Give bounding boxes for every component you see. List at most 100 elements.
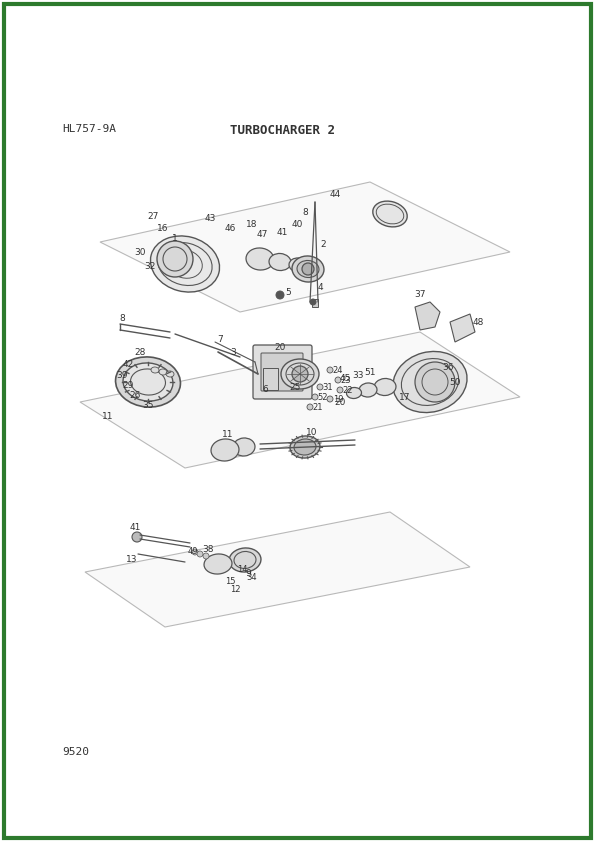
- Text: 50: 50: [449, 377, 461, 386]
- Polygon shape: [85, 512, 470, 627]
- Text: 39: 39: [116, 370, 128, 380]
- Text: 16: 16: [157, 223, 169, 232]
- Text: 36: 36: [442, 363, 454, 371]
- Circle shape: [307, 404, 313, 410]
- Text: 41: 41: [276, 227, 288, 237]
- Text: 1: 1: [172, 233, 178, 242]
- Ellipse shape: [290, 436, 320, 458]
- Circle shape: [302, 263, 314, 275]
- Circle shape: [327, 396, 333, 402]
- Circle shape: [335, 377, 341, 383]
- Text: 32: 32: [145, 262, 156, 270]
- Text: 31: 31: [322, 382, 333, 392]
- Text: 46: 46: [224, 223, 236, 232]
- Circle shape: [132, 532, 142, 542]
- Circle shape: [317, 384, 323, 390]
- Text: 43: 43: [204, 214, 216, 222]
- Text: 20: 20: [334, 397, 346, 407]
- Text: TURBOCHARGER 2: TURBOCHARGER 2: [230, 124, 335, 137]
- Text: 21: 21: [313, 402, 323, 412]
- Text: 42: 42: [123, 360, 134, 369]
- Text: 8: 8: [119, 313, 125, 322]
- Ellipse shape: [246, 248, 274, 270]
- Text: 4: 4: [317, 283, 323, 291]
- Text: 33: 33: [352, 370, 364, 380]
- Text: 26: 26: [129, 391, 140, 399]
- Circle shape: [327, 367, 333, 373]
- Text: 12: 12: [230, 585, 240, 594]
- FancyBboxPatch shape: [253, 345, 312, 399]
- Text: 52: 52: [318, 392, 328, 402]
- Ellipse shape: [393, 351, 467, 413]
- Text: 51: 51: [364, 367, 376, 376]
- Text: 2: 2: [320, 239, 326, 248]
- Text: HL757-9A: HL757-9A: [62, 124, 116, 134]
- Ellipse shape: [297, 260, 319, 278]
- Text: 35: 35: [142, 401, 154, 409]
- Text: 30: 30: [134, 248, 146, 257]
- Text: 28: 28: [134, 348, 146, 356]
- Circle shape: [310, 299, 316, 305]
- Ellipse shape: [151, 367, 159, 373]
- Text: 9: 9: [245, 569, 251, 578]
- Polygon shape: [415, 302, 440, 330]
- Circle shape: [157, 241, 193, 277]
- Ellipse shape: [289, 258, 307, 272]
- Ellipse shape: [269, 253, 291, 270]
- Text: 17: 17: [399, 392, 411, 402]
- Text: 11: 11: [102, 412, 114, 420]
- Ellipse shape: [123, 363, 173, 401]
- Text: 5: 5: [285, 287, 291, 296]
- Ellipse shape: [373, 201, 407, 226]
- Text: 48: 48: [472, 317, 484, 327]
- Circle shape: [292, 366, 308, 382]
- Polygon shape: [450, 314, 475, 342]
- Ellipse shape: [359, 383, 377, 397]
- Text: 44: 44: [330, 189, 340, 199]
- Circle shape: [337, 387, 343, 393]
- Ellipse shape: [233, 438, 255, 456]
- Text: 45: 45: [339, 374, 350, 382]
- Text: 14: 14: [237, 566, 248, 574]
- Text: 3: 3: [230, 348, 236, 356]
- Circle shape: [312, 394, 318, 400]
- Text: 20: 20: [274, 343, 286, 351]
- Ellipse shape: [281, 359, 319, 389]
- Ellipse shape: [204, 554, 232, 574]
- Ellipse shape: [292, 256, 324, 282]
- Bar: [312, 299, 318, 307]
- Text: 40: 40: [292, 220, 303, 228]
- Text: 49: 49: [188, 546, 198, 556]
- Text: 8: 8: [302, 207, 308, 216]
- Text: 23: 23: [341, 376, 351, 385]
- Text: 13: 13: [126, 555, 138, 563]
- Text: 18: 18: [246, 220, 258, 228]
- Circle shape: [203, 553, 209, 559]
- Text: 47: 47: [256, 230, 268, 238]
- Text: 41: 41: [129, 523, 140, 531]
- Text: 24: 24: [333, 365, 343, 375]
- Bar: [263, 368, 278, 390]
- Ellipse shape: [115, 357, 180, 407]
- Ellipse shape: [211, 439, 239, 461]
- Circle shape: [276, 291, 284, 299]
- Text: 25: 25: [289, 382, 300, 392]
- FancyBboxPatch shape: [261, 353, 303, 391]
- Text: 22: 22: [343, 386, 353, 395]
- Text: 29: 29: [123, 381, 134, 390]
- Ellipse shape: [166, 371, 174, 377]
- Text: 9520: 9520: [62, 747, 89, 757]
- Text: 19: 19: [333, 395, 343, 403]
- Text: 37: 37: [414, 290, 426, 299]
- Ellipse shape: [229, 548, 261, 572]
- Text: 15: 15: [225, 578, 235, 587]
- Text: 27: 27: [148, 211, 159, 221]
- Ellipse shape: [294, 439, 316, 455]
- Polygon shape: [100, 182, 510, 312]
- Ellipse shape: [374, 378, 396, 396]
- Circle shape: [197, 551, 203, 557]
- Polygon shape: [80, 332, 520, 468]
- Text: 38: 38: [202, 546, 214, 555]
- Text: 11: 11: [223, 429, 234, 439]
- Ellipse shape: [346, 387, 362, 398]
